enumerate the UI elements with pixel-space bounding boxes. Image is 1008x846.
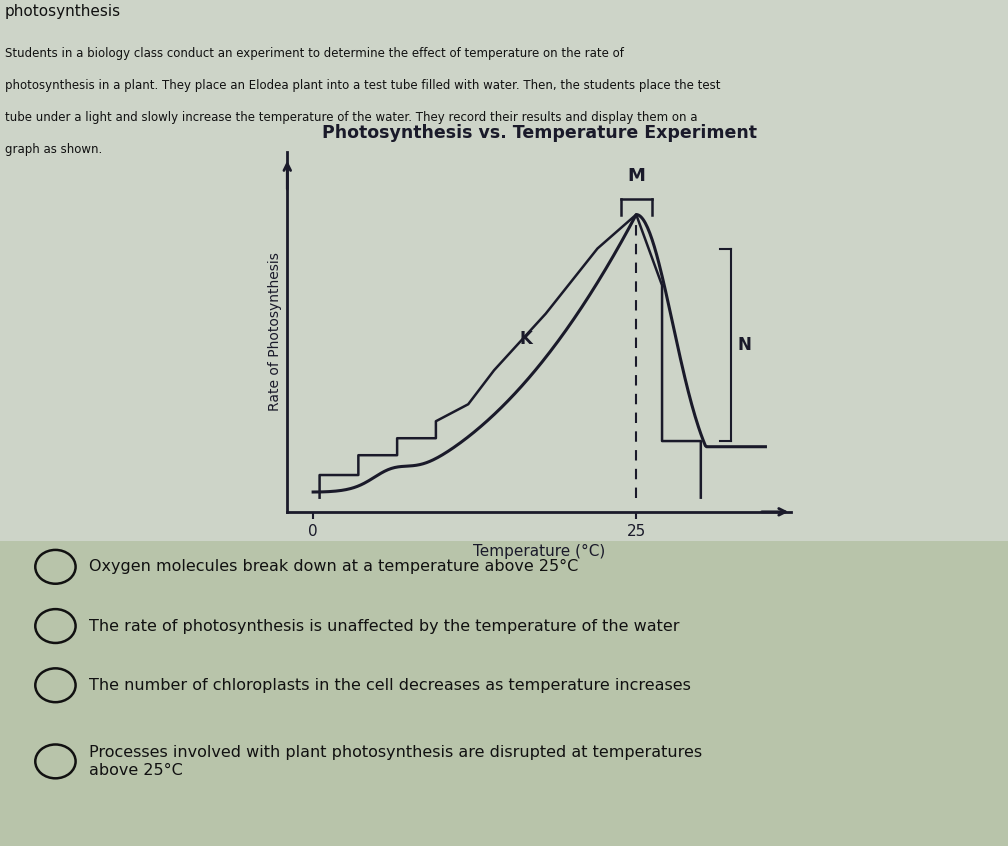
Text: photosynthesis: photosynthesis — [5, 4, 121, 19]
Title: Photosynthesis vs. Temperature Experiment: Photosynthesis vs. Temperature Experimen… — [322, 124, 757, 142]
Text: N: N — [737, 336, 751, 354]
Text: The rate of photosynthesis is unaffected by the temperature of the water: The rate of photosynthesis is unaffected… — [89, 618, 679, 634]
X-axis label: Temperature (°C): Temperature (°C) — [473, 544, 606, 559]
Text: graph as shown.: graph as shown. — [5, 143, 102, 156]
Text: tube under a light and slowly increase the temperature of the water. They record: tube under a light and slowly increase t… — [5, 111, 698, 124]
Text: Oxygen molecules break down at a temperature above 25°C: Oxygen molecules break down at a tempera… — [89, 559, 578, 574]
Y-axis label: Rate of Photosynthesis: Rate of Photosynthesis — [268, 253, 281, 411]
Text: Processes involved with plant photosynthesis are disrupted at temperatures
above: Processes involved with plant photosynth… — [89, 745, 702, 777]
Text: M: M — [627, 167, 645, 184]
Text: K: K — [520, 331, 533, 349]
Bar — [0, 0, 1008, 541]
Text: The number of chloroplasts in the cell decreases as temperature increases: The number of chloroplasts in the cell d… — [89, 678, 690, 693]
Text: Students in a biology class conduct an experiment to determine the effect of tem: Students in a biology class conduct an e… — [5, 47, 624, 59]
Text: photosynthesis in a plant. They place an Elodea plant into a test tube filled wi: photosynthesis in a plant. They place an… — [5, 79, 721, 91]
